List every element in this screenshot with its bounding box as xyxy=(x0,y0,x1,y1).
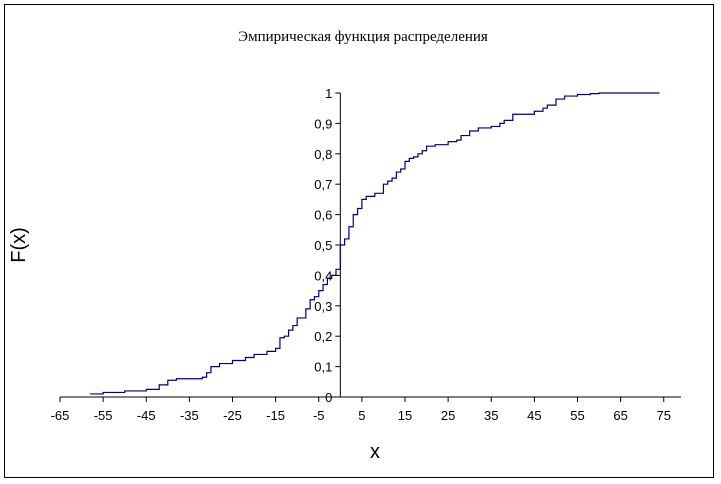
ecdf-chart: Эмпирическая функция распределения x -65… xyxy=(8,29,681,463)
x-tick-label: 75 xyxy=(657,408,671,423)
x-tick-label: -15 xyxy=(266,408,285,423)
x-tick-label: -45 xyxy=(137,408,156,423)
x-tick-label: 35 xyxy=(484,408,498,423)
y-tick-label: 0,1 xyxy=(314,360,332,375)
x-tick-label: -25 xyxy=(223,408,242,423)
ecdf-line xyxy=(90,92,660,395)
x-tick-label: 55 xyxy=(570,408,584,423)
x-tick-label: 5 xyxy=(358,408,365,423)
x-tick-label: 45 xyxy=(527,408,541,423)
chart-frame: Эмпирическая функция распределения x -65… xyxy=(4,4,714,478)
x-tick-label: 25 xyxy=(441,408,455,423)
y-tick-label: 0,9 xyxy=(314,116,332,131)
x-tick-label: 65 xyxy=(613,408,627,423)
y-tick-label: 0,5 xyxy=(314,238,332,253)
y-tick-label: 0 xyxy=(325,390,332,405)
x-axis-label: x xyxy=(370,441,380,463)
x-tick-label: -35 xyxy=(180,408,199,423)
chart-title: Эмпирическая функция распределения xyxy=(238,29,488,45)
x-tick-label: 15 xyxy=(398,408,412,423)
y-tick-label: 0,4 xyxy=(314,268,332,283)
y-tick-label: 0,2 xyxy=(314,329,332,344)
tick-labels: -65 -55 -45 -35 -25 -15 -5 5 15 25 35 45 55 65 7500,10… xyxy=(8,86,671,423)
y-axis-label: F(x) xyxy=(8,227,30,263)
axes xyxy=(59,92,681,402)
y-tick-label: 1 xyxy=(325,86,332,101)
x-tick-label: -5 xyxy=(313,408,325,423)
x-tick-label: -55 xyxy=(94,408,113,423)
y-tick-label: 0,3 xyxy=(314,299,332,314)
series-group xyxy=(90,92,660,395)
x-tick-label: -65 xyxy=(51,408,70,423)
y-tick-label: 0,7 xyxy=(314,177,332,192)
y-tick-label: 0,6 xyxy=(314,208,332,223)
y-tick-label: 0,8 xyxy=(314,147,332,162)
